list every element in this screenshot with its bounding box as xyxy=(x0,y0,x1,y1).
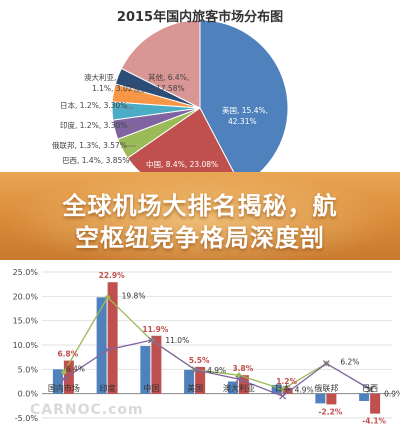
pie-slice-7 xyxy=(120,19,201,109)
pie-label-6: 澳大利亚, xyxy=(84,72,116,82)
line-point-0-0 xyxy=(60,369,67,376)
x-category-label-7: 巴西 xyxy=(362,384,378,393)
bar-0-6 xyxy=(315,393,326,404)
pie-label-2: 巴西, 1.4%, 3.85% xyxy=(62,156,129,165)
banner-headline-line-2: 空枢纽竞争格局深度剖 xyxy=(75,224,325,252)
banner-headline-line-1: 全球机场大排名揭秘，航 xyxy=(62,192,338,220)
bar-0-0 xyxy=(52,369,63,394)
data-label-red-3: 5.5% xyxy=(189,356,210,365)
line-point-1-1 xyxy=(104,346,112,354)
bar-1-7 xyxy=(370,393,381,414)
y-tick-label-6: -5.0% xyxy=(15,414,39,423)
line-point-1-2 xyxy=(147,336,155,344)
pie-label-4: 印度, 1.2%, 3.30% xyxy=(60,120,127,130)
data-label-red-1: 22.9% xyxy=(99,271,126,280)
pie-slice-1 xyxy=(126,107,241,185)
line-point-1-6 xyxy=(322,360,330,367)
data-label-dark-5: 4.9% xyxy=(295,385,314,394)
data-label-dark-0: 6.4% xyxy=(66,364,85,373)
watermark: CARNOC.com xyxy=(30,402,144,418)
x-category-label-5: 日本 xyxy=(275,383,291,393)
line-point-0-4 xyxy=(235,372,242,379)
data-label-dark-1: 19.8% xyxy=(122,291,146,300)
data-label-dark-2: 11.0% xyxy=(165,336,189,345)
headline-banner: 全球机场大排名揭秘，航 空枢纽竞争格局深度剖 xyxy=(0,172,400,260)
pie-label-6-line2: 1.1%, 3.02% xyxy=(92,84,140,93)
y-tick-label-1: 20.0% xyxy=(13,292,39,301)
pie-chart-panel: 美国, 15.4%, 42.31% 中国, 8.4%, 23.08% 巴西, 1.4%… xyxy=(0,0,400,185)
data-label-red-0: 6.8% xyxy=(57,350,78,359)
data-label-red-2: 11.9% xyxy=(142,325,169,334)
line-point-0-1 xyxy=(104,294,111,301)
pie-label-3: 俄联邦, 1.3%, 3.57% xyxy=(52,140,127,150)
line-point-1-4 xyxy=(235,375,243,383)
line-point-0-5 xyxy=(279,386,286,393)
pie-label-0-line2: 42.31% xyxy=(228,117,257,126)
pie-chart-svg: 美国, 15.4%, 42.31% 中国, 8.4%, 23.08% 巴西, 1.4%… xyxy=(52,19,289,185)
data-label-red-7: -4.1% xyxy=(362,417,386,426)
banner-glow xyxy=(0,172,400,260)
bar-1-5 xyxy=(282,387,293,394)
y-tick-label-5: 0.0% xyxy=(18,390,39,399)
bar-0-3 xyxy=(184,369,195,394)
x-category-label-0: 国内市场 xyxy=(48,383,80,393)
line-point-1-7 xyxy=(366,385,374,393)
x-category-label-6: 俄联邦 xyxy=(314,383,338,393)
pie-label-0: 美国, 15.4%, xyxy=(222,105,268,115)
data-label-dark-3: 4.9% xyxy=(207,366,226,375)
x-category-label-4: 澳大利亚 xyxy=(223,383,255,393)
pie-label-7-line2: 17.58% xyxy=(156,84,185,93)
pie-slice-0 xyxy=(199,19,289,185)
line-point-1-5 xyxy=(279,392,287,400)
line-series-1 xyxy=(63,339,371,397)
x-category-label-1: 印度 xyxy=(100,383,116,393)
bar-0-4 xyxy=(227,381,238,394)
data-label-dark-7: 0.9% xyxy=(384,389,400,398)
line-point-1-3 xyxy=(191,366,199,374)
y-tick-label-2: 15.0% xyxy=(13,317,39,326)
bar-0-5 xyxy=(271,384,282,394)
data-label-red-5: 1.2% xyxy=(276,377,297,386)
line-point-1-0 xyxy=(60,375,68,383)
y-tick-label-4: 5.0% xyxy=(18,365,39,374)
pie-label-1: 中国, 8.4%, 23.08% xyxy=(146,159,218,169)
bar-1-1 xyxy=(107,282,118,394)
data-label-dark-6: 6.2% xyxy=(340,357,359,366)
bar-0-1 xyxy=(96,297,107,394)
x-category-label-2: 中国 xyxy=(143,383,159,393)
bar-1-4 xyxy=(238,375,249,394)
line-series-0 xyxy=(63,296,371,390)
bar-1-0 xyxy=(63,360,74,394)
pie-label-7: 其他, 6.4%, xyxy=(148,72,189,82)
y-tick-label-3: 10.0% xyxy=(13,341,39,350)
bar-1-3 xyxy=(195,366,206,394)
bar-chart-panel: 2015I2RPK2016I01RPK2015RPK2015ASK25.0%20… xyxy=(0,248,400,432)
bar-0-2 xyxy=(140,345,151,394)
pie-chart-title: 2015年国内旅客市场分布图 xyxy=(116,10,284,25)
bar-1-2 xyxy=(151,335,162,394)
bar-1-6 xyxy=(326,393,337,405)
bar-0-7 xyxy=(359,393,370,401)
data-label-red-6: -2.2% xyxy=(318,407,342,416)
x-category-label-3: 美国 xyxy=(187,383,203,393)
data-label-red-4: 3.8% xyxy=(232,364,253,373)
pie-label-5: 日本, 1.2%, 3.30% xyxy=(60,100,127,110)
y-tick-label-0: 25.0% xyxy=(13,268,39,277)
